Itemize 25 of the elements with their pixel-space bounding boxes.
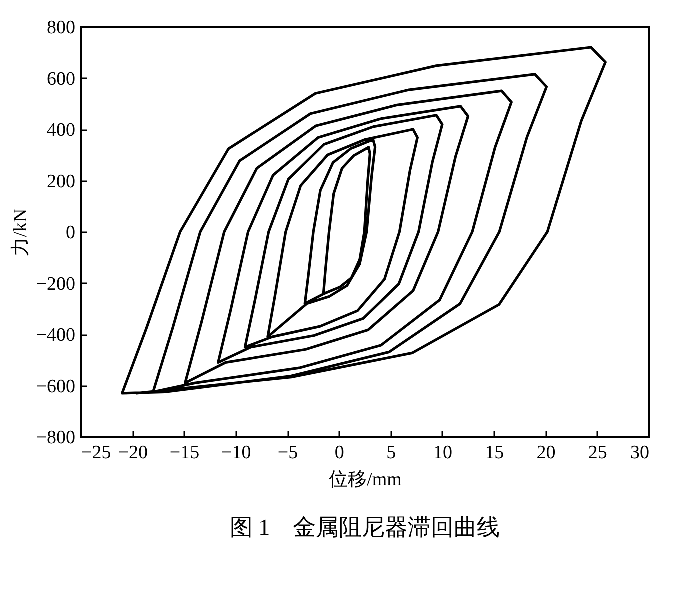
x-tick-label: 5 — [386, 442, 396, 464]
x-tick-label: −5 — [278, 442, 298, 464]
x-axis-title: 位移/mm — [329, 470, 402, 490]
x-tick-label: 15 — [485, 442, 504, 464]
y-tick-label: −200 — [36, 274, 76, 295]
y-tick-label: 600 — [47, 68, 76, 90]
x-tick-label: −15 — [170, 442, 200, 464]
y-tick-label: 800 — [47, 18, 76, 38]
y-tick-label: −800 — [36, 428, 76, 448]
text: 图 1 金属阻尼器滞回曲线 — [230, 515, 500, 540]
y-axis-title: 力/kN — [10, 208, 32, 256]
x-tick-label: 0 — [334, 442, 344, 464]
y-tick-label: 0 — [66, 222, 76, 244]
x-tick-label: 25 — [588, 442, 608, 464]
y-tick-label: −600 — [36, 376, 76, 398]
x-tick-label: 20 — [536, 442, 556, 464]
y-tick-label: −400 — [36, 325, 76, 346]
y-tick-label: 400 — [47, 120, 76, 141]
line-series — [121, 46, 607, 395]
x-tick-label: −10 — [222, 442, 252, 464]
x-tick-label: −20 — [118, 442, 148, 464]
x-tick-label: −25 — [82, 442, 112, 464]
x-tick-label: 10 — [433, 442, 452, 464]
x-tick-label: 30 — [630, 442, 650, 464]
y-tick-label: 200 — [47, 171, 76, 192]
